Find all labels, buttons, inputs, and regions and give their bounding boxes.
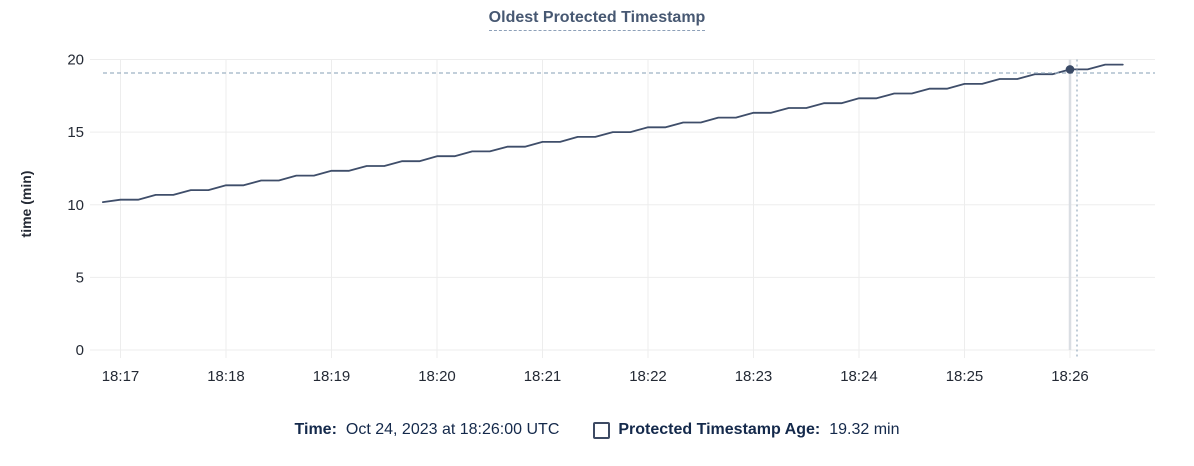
x-tick-label: 18:25: [946, 368, 984, 385]
chart-title[interactable]: Oldest Protected Timestamp: [488, 9, 706, 31]
chart-legend: Time: Oct 24, 2023 at 18:26:00 UTC Prote…: [0, 421, 1194, 439]
time-label: Time:: [294, 421, 337, 438]
y-tick-label: 0: [76, 342, 84, 359]
x-tick-label: 18:24: [840, 368, 878, 385]
x-tick-label: 18:21: [524, 368, 562, 385]
data-point-dot: [1065, 65, 1075, 74]
y-tick-label: 5: [76, 269, 84, 286]
y-axis-title: time (min): [18, 171, 34, 238]
series-label: Protected Timestamp Age:: [618, 421, 821, 438]
x-tick-label: 18:19: [313, 368, 351, 385]
series-line: [102, 63, 1124, 204]
x-tick-label: 18:22: [629, 368, 667, 385]
chart-title-row: Oldest Protected Timestamp: [0, 9, 1194, 31]
time-value: Oct 24, 2023 at 18:26:00 UTC: [345, 421, 560, 438]
series-value: 19.32 min: [829, 421, 900, 438]
y-tick-label: 15: [67, 124, 84, 141]
series-checkbox-icon[interactable]: [593, 421, 611, 439]
x-tick-label: 18:26: [1051, 368, 1089, 385]
x-tick-label: 18:17: [102, 368, 140, 385]
y-tick-label: 20: [67, 52, 84, 69]
x-tick-label: 18:18: [207, 368, 245, 385]
x-tick-label: 18:23: [735, 368, 773, 385]
y-tick-label: 10: [67, 197, 84, 214]
x-tick-label: 18:20: [418, 368, 456, 385]
